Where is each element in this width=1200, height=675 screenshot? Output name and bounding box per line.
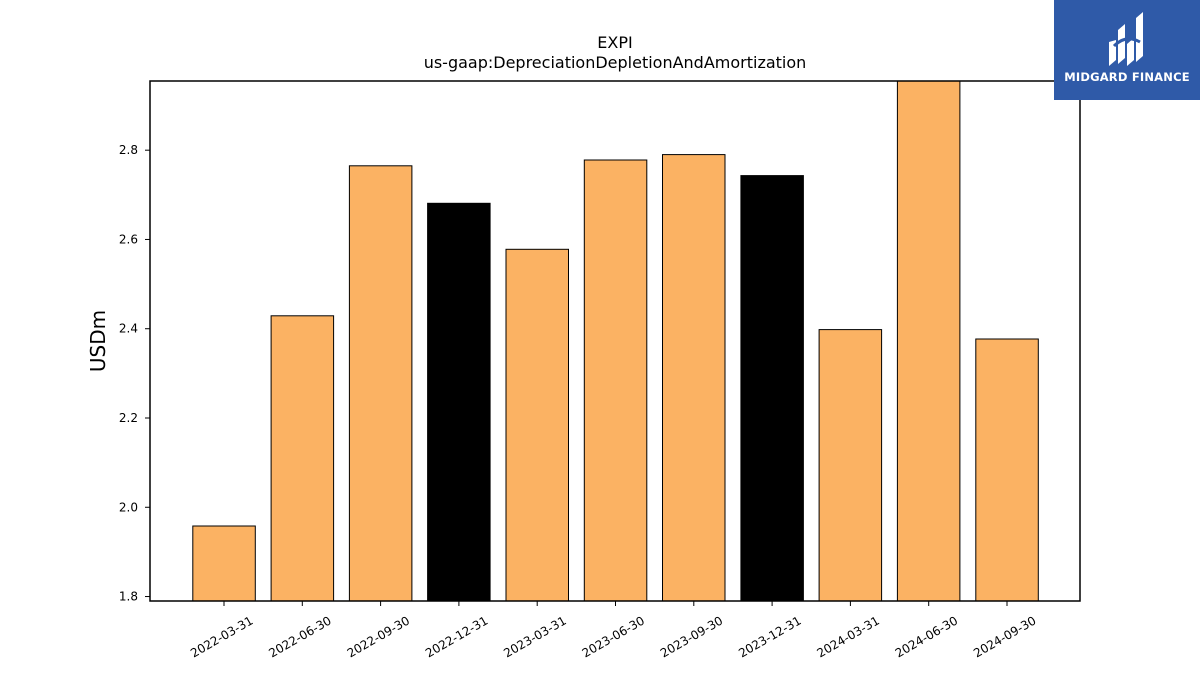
y-axis-label: USDm: [86, 310, 110, 372]
plot-frame: [149, 80, 1081, 602]
x-tick-label: 2023-06-30: [580, 613, 647, 660]
x-tick-label: 2023-03-31: [501, 613, 568, 660]
x-tick-label: 2022-09-30: [345, 613, 412, 660]
y-tick-label: 2.2: [119, 411, 138, 425]
logo-name: MIDGARD FINANCE: [1064, 70, 1190, 84]
y-axis: 1.8 2.0 2.2 2.4 2.6 2.8: [119, 143, 150, 604]
bar-2022-09-30: [348, 165, 413, 602]
y-tick-label: 1.8: [119, 590, 138, 604]
chart-subtitle: us-gaap:DepreciationDepletionAndAmortiza…: [424, 53, 807, 72]
y-tick-label: 2.6: [119, 232, 138, 246]
y-tick-label: 2.4: [119, 322, 138, 336]
x-tick-label: 2022-06-30: [266, 613, 333, 660]
bar-2022-03-31: [192, 525, 256, 602]
x-tick-label: 2022-03-31: [188, 613, 255, 660]
x-tick-label: 2023-12-31: [736, 613, 803, 660]
chart-title: EXPI: [597, 33, 632, 52]
bars: [192, 80, 1039, 602]
bar-2022-06-30: [270, 315, 335, 602]
y-tick-label: 2.8: [119, 143, 138, 157]
bar-2023-09-30: [662, 154, 726, 602]
x-tick-label: 2024-06-30: [893, 613, 960, 660]
bar-2023-03-31: [505, 248, 569, 602]
x-tick-label: 2022-12-31: [423, 613, 490, 660]
logo-mark-icon: [1109, 12, 1143, 66]
x-tick-label: 2024-09-30: [971, 613, 1038, 660]
bar-2024-06-30: [896, 80, 961, 602]
bar-2024-09-30: [975, 338, 1039, 602]
midgard-finance-logo: MIDGARD FINANCE: [1054, 0, 1200, 100]
y-tick-label: 2.0: [119, 500, 138, 514]
x-tick-label: 2023-09-30: [658, 613, 725, 660]
bar-2023-06-30: [583, 159, 648, 602]
x-tick-label: 2024-03-31: [814, 613, 881, 660]
bar-2023-12-31: [740, 175, 804, 602]
bar-2022-12-31: [427, 202, 491, 602]
x-axis: 2022-03-31 2022-06-30 2022-09-30 2022-12-31…: [188, 601, 1039, 660]
bar-2024-03-31: [818, 329, 883, 602]
